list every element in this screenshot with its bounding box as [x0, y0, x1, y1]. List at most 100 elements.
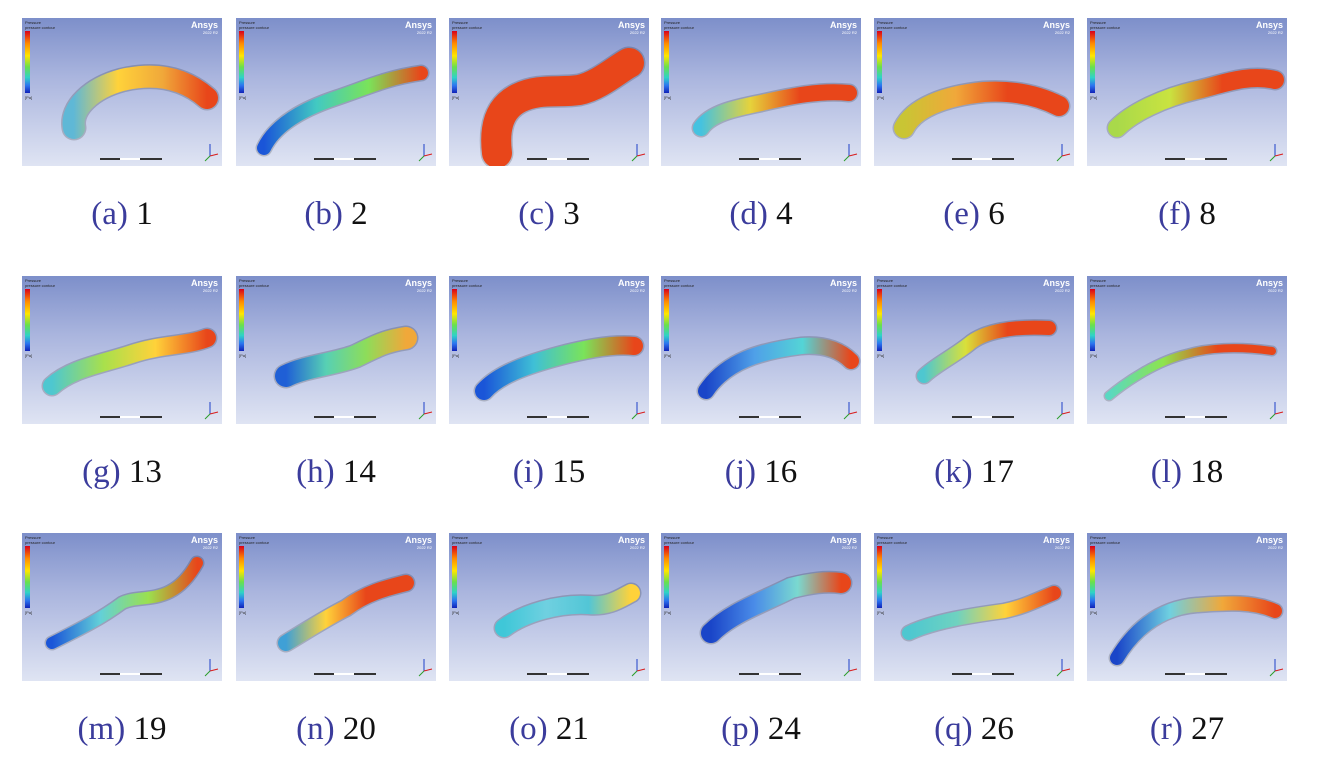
caption-number: 18	[1190, 454, 1224, 490]
caption-letter: (l)	[1150, 454, 1182, 490]
legend-title: Pressure pressure contour	[239, 20, 270, 30]
color-legend-bar	[664, 546, 669, 608]
figure-panel: Pressure pressure contour [Pa] Ansys 2022 R2…	[1087, 18, 1287, 232]
caption-number: 20	[342, 711, 376, 747]
legend-unit: [Pa]	[25, 610, 33, 615]
vessel-model	[699, 570, 858, 677]
caption-letter: (b)	[304, 196, 343, 232]
color-legend-bar	[877, 546, 882, 608]
vessel-model	[691, 82, 859, 162]
caption-letter: (i)	[512, 454, 544, 490]
caption-number: 24	[767, 711, 801, 747]
legend-unit: [Pa]	[452, 610, 460, 615]
legend-title: Pressure pressure contour	[664, 535, 695, 545]
scale-bar	[1165, 673, 1227, 675]
pressure-contour-image: Pressure pressure contour [Pa] Ansys 2022 R2	[22, 276, 222, 424]
axis-triad-icon	[1056, 402, 1071, 420]
ansys-logo: Ansys 2022 R2	[190, 20, 218, 36]
legend-unit: [Pa]	[877, 610, 885, 615]
axis-triad-icon	[843, 144, 858, 162]
legend-unit: [Pa]	[1090, 353, 1098, 358]
scale-bar	[739, 416, 801, 418]
caption-number: 1	[136, 196, 153, 232]
vessel-model	[493, 582, 646, 677]
color-legend-bar	[25, 289, 30, 351]
legend-title: Pressure pressure contour	[452, 278, 483, 288]
vessel-surface	[701, 572, 851, 643]
color-legend-bar	[664, 31, 669, 93]
pressure-contour-image: Pressure pressure contour [Pa] Ansys 2022 R2	[661, 533, 861, 681]
vessel-model	[1108, 594, 1284, 677]
scale-bar	[1165, 416, 1227, 418]
vessel-model	[41, 327, 219, 420]
figure-panel: Pressure pressure contour [Pa] Ansys 2022 R2…	[236, 533, 436, 747]
scale-bar	[1165, 158, 1227, 160]
caption-number: 3	[563, 196, 580, 232]
scale-bar	[314, 673, 376, 675]
panel-caption: (q) 26	[874, 711, 1074, 747]
axis-triad-icon	[418, 659, 433, 677]
panel-caption: (e) 6	[874, 196, 1074, 232]
ansys-logo: Ansys 2022 R2	[617, 278, 645, 294]
figure-panel: Pressure pressure contour [Pa] Ansys 2022 R2…	[22, 18, 222, 232]
panel-caption: (g) 13	[22, 454, 222, 490]
caption-number: 26	[980, 711, 1014, 747]
caption-letter: (g)	[82, 454, 121, 490]
vessel-model	[44, 555, 219, 677]
legend-title: Pressure pressure contour	[664, 20, 695, 30]
ansys-logo: Ansys 2022 R2	[404, 278, 432, 294]
color-legend-bar	[1090, 289, 1095, 351]
panel-caption: (o) 21	[449, 711, 649, 747]
vessel-surface	[275, 327, 417, 387]
ansys-logo: Ansys 2022 R2	[1042, 20, 1070, 36]
legend-title: Pressure pressure contour	[1090, 278, 1121, 288]
figure-panel: Pressure pressure contour [Pa] Ansys 2022 R2…	[22, 533, 222, 747]
color-legend-bar	[239, 289, 244, 351]
caption-letter: (f)	[1158, 196, 1192, 232]
scale-bar	[314, 158, 376, 160]
legend-title: Pressure pressure contour	[877, 535, 908, 545]
legend-title: Pressure pressure contour	[877, 278, 908, 288]
ansys-logo: Ansys 2022 R2	[1042, 278, 1070, 294]
ansys-logo: Ansys 2022 R2	[1255, 20, 1283, 36]
axis-triad-icon	[418, 144, 433, 162]
vessel-model	[479, 46, 646, 166]
legend-unit: [Pa]	[452, 95, 460, 100]
pressure-contour-image: Pressure pressure contour [Pa] Ansys 2022 R2	[874, 533, 1074, 681]
scale-bar	[527, 158, 589, 160]
vessel-surface	[1110, 596, 1282, 665]
pressure-contour-image: Pressure pressure contour [Pa] Ansys 2022 R2	[22, 533, 222, 681]
vessel-model	[273, 325, 433, 420]
axis-triad-icon	[843, 402, 858, 420]
scale-bar	[100, 416, 162, 418]
ansys-logo: Ansys 2022 R2	[617, 20, 645, 36]
scale-bar	[100, 673, 162, 675]
axis-triad-icon	[631, 144, 646, 162]
panel-caption: (m) 19	[22, 711, 222, 747]
pressure-contour-image: Pressure pressure contour [Pa] Ansys 2022 R2	[449, 533, 649, 681]
caption-number: 17	[980, 454, 1014, 490]
axis-triad-icon	[204, 402, 219, 420]
vessel-surface	[278, 575, 414, 651]
axis-triad-icon	[1269, 144, 1284, 162]
legend-unit: [Pa]	[239, 610, 247, 615]
pressure-contour-image: Pressure pressure contour [Pa] Ansys 2022 R2	[1087, 533, 1287, 681]
scale-bar	[739, 673, 801, 675]
legend-title: Pressure pressure contour	[1090, 20, 1121, 30]
legend-unit: [Pa]	[877, 95, 885, 100]
panel-caption: (c) 3	[449, 196, 649, 232]
figure-panel: Pressure pressure contour [Pa] Ansys 2022 R2…	[661, 276, 861, 490]
pressure-contour-image: Pressure pressure contour [Pa] Ansys 2022 R2	[1087, 276, 1287, 424]
color-legend-bar	[877, 31, 882, 93]
ansys-logo: Ansys 2022 R2	[1255, 278, 1283, 294]
legend-title: Pressure pressure contour	[239, 535, 270, 545]
pressure-contour-image: Pressure pressure contour [Pa] Ansys 2022 R2	[874, 276, 1074, 424]
panel-caption: (h) 14	[236, 454, 436, 490]
legend-unit: [Pa]	[25, 353, 33, 358]
caption-number: 27	[1191, 711, 1225, 747]
legend-unit: [Pa]	[664, 353, 672, 358]
axis-triad-icon	[843, 659, 858, 677]
caption-number: 8	[1199, 196, 1216, 232]
color-legend-bar	[239, 31, 244, 93]
